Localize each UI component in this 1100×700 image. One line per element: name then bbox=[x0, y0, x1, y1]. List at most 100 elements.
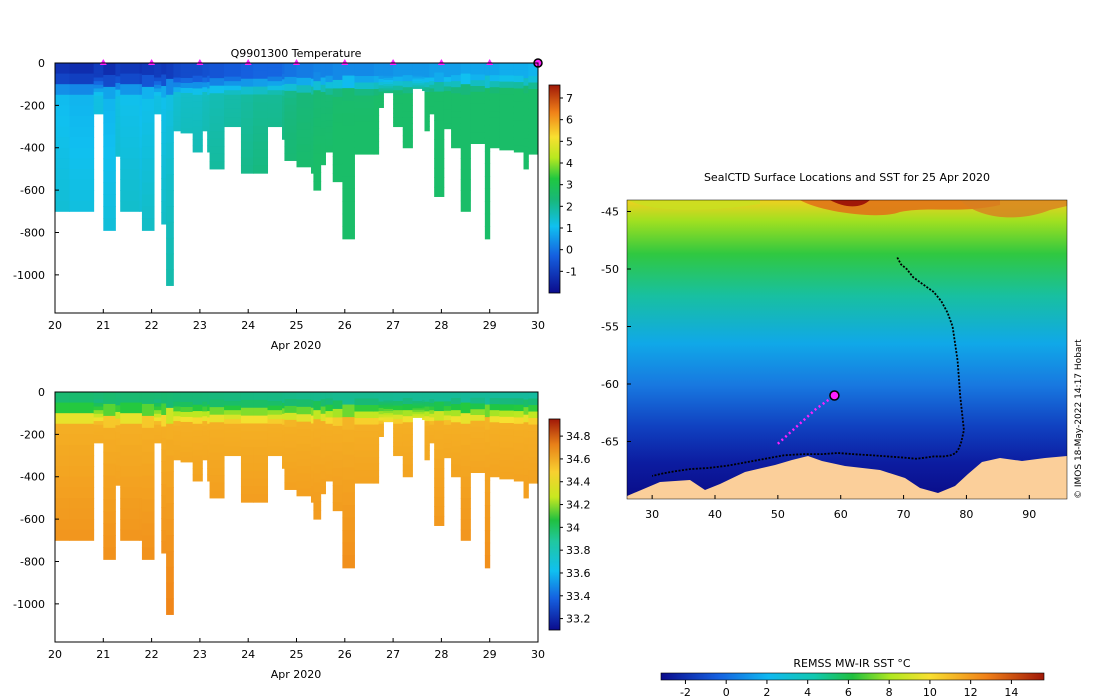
profile-cell bbox=[173, 87, 182, 93]
profile-cell bbox=[120, 63, 141, 75]
profile-cell bbox=[402, 93, 413, 100]
profile-cell bbox=[393, 410, 404, 416]
profile-cell bbox=[513, 404, 525, 412]
profile-cell bbox=[69, 158, 95, 170]
profile-cell bbox=[523, 161, 529, 170]
profile-cell bbox=[528, 444, 538, 452]
profile-cell bbox=[207, 75, 211, 83]
profile-cell bbox=[429, 63, 435, 68]
profile-cell bbox=[253, 63, 269, 72]
profile-cell bbox=[180, 97, 194, 104]
profile-cell bbox=[320, 457, 326, 466]
profile-cell bbox=[202, 87, 208, 93]
profile-cell bbox=[325, 392, 334, 399]
profile-cell bbox=[55, 94, 70, 106]
profile-cell bbox=[267, 419, 283, 425]
profile-cell bbox=[103, 206, 116, 219]
profile-cell bbox=[209, 70, 225, 79]
x-tick-label: 22 bbox=[145, 319, 159, 332]
profile-cell bbox=[69, 423, 95, 435]
profile-cell bbox=[139, 519, 143, 531]
profile-cell bbox=[412, 81, 423, 84]
profile-cell bbox=[373, 82, 380, 90]
x-tick-label: 21 bbox=[96, 319, 110, 332]
profile-cell bbox=[402, 458, 413, 466]
profile-cell bbox=[342, 392, 355, 406]
profile-cell bbox=[499, 429, 515, 436]
profile-cell bbox=[451, 81, 462, 88]
profile-cell bbox=[209, 123, 225, 132]
profile-cell bbox=[332, 451, 343, 461]
x-tick-label: 29 bbox=[483, 319, 497, 332]
y-tick-label: -200 bbox=[20, 428, 45, 441]
profile-cell bbox=[240, 133, 254, 143]
profile-cell bbox=[528, 82, 538, 90]
profile-cell bbox=[202, 101, 208, 108]
profile-cell bbox=[393, 112, 404, 118]
profile-cell bbox=[451, 428, 462, 435]
profile-cell bbox=[424, 67, 430, 74]
profile-cell bbox=[192, 468, 203, 476]
profile-cell bbox=[69, 392, 95, 404]
profile-cell bbox=[332, 434, 343, 444]
profile-cell bbox=[55, 413, 70, 425]
profile-cell bbox=[325, 468, 334, 476]
profile-cell bbox=[538, 392, 546, 399]
profile-cell bbox=[513, 461, 525, 469]
profile-cell bbox=[202, 450, 208, 456]
profile-cell bbox=[320, 464, 326, 473]
profile-cell bbox=[342, 63, 355, 77]
profile-cell bbox=[460, 413, 471, 425]
profile-cell bbox=[429, 439, 435, 444]
profile-cell bbox=[354, 424, 375, 432]
profile-cell bbox=[412, 82, 423, 86]
profile-cell bbox=[55, 423, 70, 435]
profile-cell bbox=[378, 66, 384, 70]
profile-cell bbox=[180, 107, 194, 114]
profile-cell bbox=[141, 487, 155, 501]
profile-cell bbox=[429, 431, 435, 437]
profile-cell bbox=[325, 411, 334, 418]
profile-cell bbox=[513, 468, 525, 476]
profile-cell bbox=[253, 125, 269, 135]
profile-cell bbox=[378, 78, 384, 83]
profile-cell bbox=[378, 411, 384, 415]
profile-cell bbox=[313, 171, 322, 182]
profile-cell bbox=[240, 63, 254, 72]
profile-cell bbox=[424, 125, 430, 132]
profile-cell bbox=[69, 434, 95, 446]
profile-cell bbox=[470, 97, 486, 104]
profile-cell bbox=[528, 63, 538, 71]
profile-cell bbox=[443, 91, 452, 97]
profile-cell bbox=[373, 476, 380, 484]
sst-map-panel: SealCTD Surface Locations and SST for 25… bbox=[601, 171, 1084, 699]
profile-cell bbox=[103, 194, 116, 207]
profile-cell bbox=[115, 116, 121, 124]
profile-cell bbox=[342, 517, 355, 531]
profile-cell bbox=[284, 104, 297, 113]
map-x-tick-label: 70 bbox=[897, 508, 911, 521]
profile-cell bbox=[154, 417, 162, 422]
profile-cell bbox=[484, 113, 491, 127]
y-tick-label: -600 bbox=[20, 513, 45, 526]
profile-cell bbox=[402, 141, 413, 149]
profile-cell bbox=[434, 496, 445, 507]
profile-cell bbox=[161, 155, 167, 168]
profile-cell bbox=[412, 79, 423, 82]
profile-cell bbox=[402, 99, 413, 106]
profile-cell bbox=[224, 90, 242, 96]
salinity-y-ticks: 0-200-400-600-800-1000 bbox=[13, 386, 59, 611]
profile-cell bbox=[282, 392, 285, 398]
profile-cell bbox=[209, 146, 225, 155]
profile-cell bbox=[282, 90, 285, 97]
profile-cell bbox=[202, 77, 208, 83]
profile-cell bbox=[207, 107, 211, 115]
profile-cell bbox=[528, 424, 538, 432]
profile-cell bbox=[489, 464, 500, 472]
profile-cell bbox=[429, 392, 435, 397]
profile-cell bbox=[354, 102, 375, 110]
profile-cell bbox=[282, 441, 285, 447]
profile-cell bbox=[69, 137, 95, 149]
profile-cell bbox=[192, 75, 203, 83]
profile-cell bbox=[310, 486, 314, 495]
